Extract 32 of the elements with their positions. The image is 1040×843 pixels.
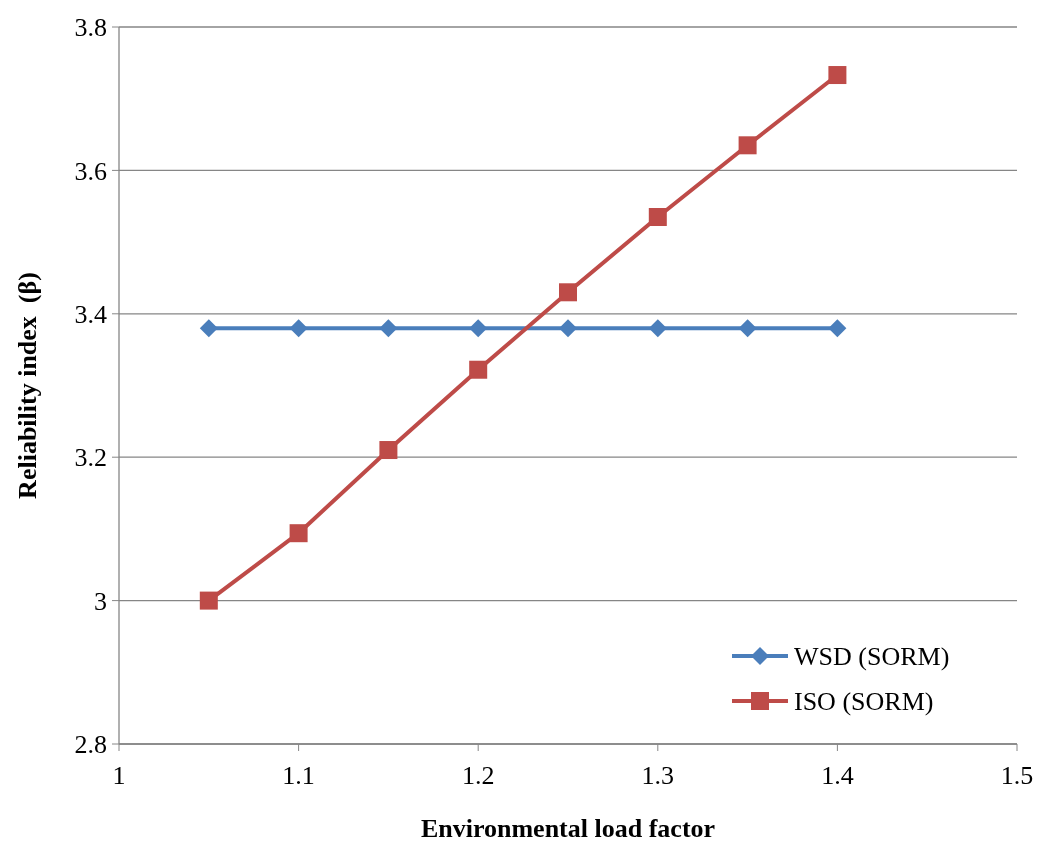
y-axis-title: Reliability index (β)	[13, 272, 42, 499]
x-tick-label: 1.4	[821, 761, 854, 790]
point	[648, 319, 667, 338]
legend-label: ISO (SORM)	[794, 687, 934, 717]
point	[199, 319, 218, 338]
point	[469, 360, 488, 379]
x-tick-label: 1.5	[1000, 761, 1034, 790]
point	[469, 319, 488, 338]
point	[289, 319, 308, 338]
point	[559, 283, 577, 302]
y-tick-label: 2.8	[74, 730, 107, 760]
point	[199, 591, 218, 610]
point	[289, 524, 308, 543]
point	[828, 319, 847, 338]
legend-label: WSD (SORM)	[794, 642, 950, 672]
y-tick-label: 3	[94, 586, 107, 616]
y-tick-label: 3.2	[74, 443, 107, 473]
point	[379, 441, 398, 460]
y-tick-label: 3.6	[74, 156, 107, 186]
point	[738, 319, 757, 338]
point	[828, 66, 847, 85]
y-tick-label: 3.8	[74, 13, 107, 43]
point	[379, 319, 398, 338]
x-tick-label: 1.3	[641, 761, 675, 790]
y-tick-label: 3.4	[74, 299, 107, 329]
point	[738, 136, 757, 155]
x-tick-label: 1.1	[282, 761, 315, 790]
x-axis-title: Environmental load factor	[420, 814, 716, 843]
x-tick-label: 1.2	[461, 761, 495, 790]
point	[648, 208, 667, 227]
point	[559, 319, 577, 338]
x-tick-label: 1	[112, 761, 126, 790]
